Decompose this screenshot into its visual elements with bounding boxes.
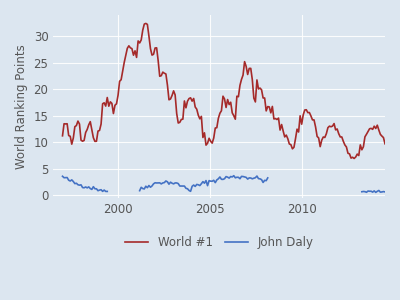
World #1 (350, 155, 355, 159)
John Daly (222, 177, 227, 181)
World #1 (352, 157, 356, 160)
World #1 (144, 22, 148, 25)
John Daly (63, 176, 68, 179)
Legend: World #1, John Daly: World #1, John Daly (120, 231, 318, 254)
World #1 (332, 122, 336, 125)
Y-axis label: World Ranking Points: World Ranking Points (15, 44, 28, 169)
World #1 (60, 134, 65, 138)
World #1 (382, 142, 387, 146)
John Daly (214, 178, 219, 182)
John Daly (382, 190, 387, 194)
Line: World #1: World #1 (62, 23, 385, 158)
John Daly (60, 175, 65, 178)
Line: John Daly: John Daly (62, 176, 385, 192)
World #1 (128, 46, 133, 50)
World #1 (214, 126, 219, 130)
World #1 (63, 122, 68, 126)
World #1 (222, 97, 227, 101)
